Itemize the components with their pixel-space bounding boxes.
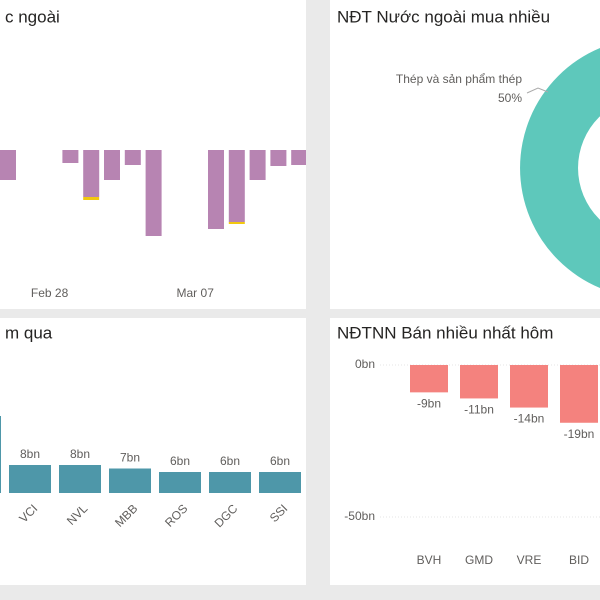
data-label: 8bn <box>20 447 40 461</box>
bar <box>270 150 287 166</box>
bar <box>208 150 224 229</box>
bar <box>259 472 301 493</box>
bar <box>228 222 245 224</box>
data-label: 6bn <box>270 454 290 468</box>
x-tick-label: BVH <box>417 553 442 567</box>
chart-title: NĐT Nước ngoài mua nhiều <box>337 7 550 26</box>
data-label: -19bn <box>564 427 595 441</box>
bar <box>59 465 101 493</box>
leader-line <box>526 87 549 94</box>
panel-content: c ngoài Feb 28 Mar 07 <box>0 7 306 300</box>
bar <box>0 150 16 180</box>
data-label: 6bn <box>220 454 240 468</box>
bar <box>104 150 120 180</box>
bar <box>228 150 245 222</box>
slice-value: 50% <box>498 91 522 105</box>
bar <box>109 468 151 493</box>
bar <box>83 197 100 200</box>
x-tick-label: GMD <box>465 553 493 567</box>
data-label: 6bn <box>170 454 190 468</box>
bar <box>510 365 548 408</box>
data-label: 8bn <box>70 447 90 461</box>
x-tick-label: BID <box>569 553 589 567</box>
panel <box>0 318 306 585</box>
y-tick-label: -50bn <box>344 509 375 523</box>
bar <box>9 465 51 493</box>
bar <box>460 365 498 399</box>
bar <box>0 416 1 493</box>
y-tick-label: 0bn <box>355 357 375 371</box>
bar <box>124 150 141 165</box>
donut-slice <box>520 48 600 288</box>
panel <box>330 318 600 585</box>
bar <box>62 150 79 163</box>
x-tick-label: Feb 28 <box>31 286 69 300</box>
bar <box>159 472 201 493</box>
chart-title: NĐTNN Bán nhiều nhất hôm <box>337 323 553 342</box>
data-label: -11bn <box>464 403 494 417</box>
panel-content: NĐTNN Bán nhiều nhất hôm 0bn -50bn BVH GMD VR… <box>337 323 600 567</box>
x-tick-label: VRE <box>517 553 542 567</box>
data-label: 7bn <box>120 451 140 465</box>
bar <box>410 365 448 393</box>
bar <box>560 365 598 423</box>
data-label: -14bn <box>514 412 545 426</box>
chart-title: m qua <box>5 323 53 342</box>
slice-label: Thép và sản phẩm thép <box>396 72 522 86</box>
bar <box>291 150 306 165</box>
data-label: -9bn <box>417 397 441 411</box>
bar <box>209 472 251 493</box>
panel-content: NĐT Nước ngoài mua nhiều Thép và sản phẩm… <box>337 7 600 288</box>
chart-title: c ngoài <box>5 7 60 26</box>
bar <box>249 150 266 180</box>
x-tick-label: Mar 07 <box>177 286 215 300</box>
bar <box>83 150 100 197</box>
bar <box>145 150 162 236</box>
